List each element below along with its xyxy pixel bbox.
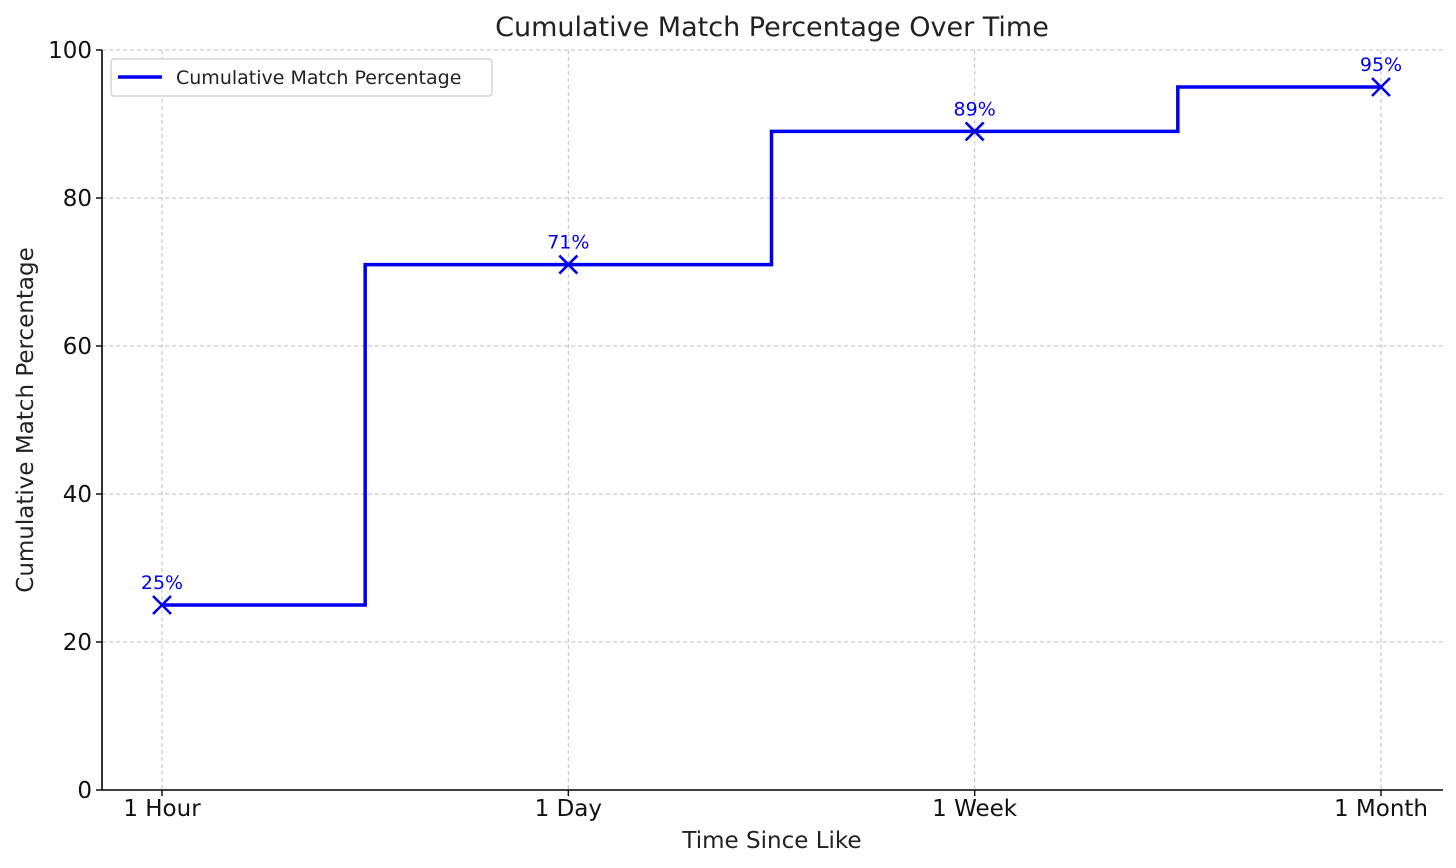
marker-stroke [152, 595, 172, 615]
series: 25% 71% 89% 95% [141, 54, 1402, 615]
legend-box [110, 58, 493, 97]
data-point-marker [152, 595, 172, 615]
y-axis-label: Cumulative Match Percentage [13, 247, 39, 592]
grid [102, 49, 1443, 791]
marker-stroke [1371, 77, 1391, 97]
y-tick-label: 60 [63, 334, 92, 360]
y-tick-label: 40 [63, 482, 92, 508]
chart-title: Cumulative Match Percentage Over Time [495, 12, 1049, 43]
x-tick-label: 1 Month [1334, 796, 1428, 822]
x-tick-label: 1 Week [932, 796, 1018, 822]
data-point-marker [1371, 77, 1391, 97]
marker-stroke [964, 121, 985, 142]
legend: Cumulative Match Percentage [110, 58, 493, 97]
marker-stroke [558, 254, 579, 275]
y-tick-label: 0 [77, 778, 92, 804]
y-tick-label: 80 [63, 186, 92, 212]
y-tick-label: 100 [48, 38, 92, 64]
data-label: 89% [954, 98, 996, 120]
data-point-marker [558, 254, 579, 275]
legend-label: Cumulative Match Percentage [176, 67, 461, 89]
data-label: 25% [141, 572, 183, 594]
x-tick-label: 1 Hour [123, 796, 201, 822]
data-label: 71% [547, 232, 589, 254]
data-label: 95% [1360, 54, 1402, 76]
series-line [162, 85, 1381, 607]
y-tick-label: 20 [63, 630, 92, 656]
data-point-marker [964, 121, 985, 142]
x-tick-label: 1 Day [535, 796, 602, 822]
x-axis-label: Time Since Like [681, 828, 861, 854]
axes: 0 20 40 60 80 100 1 Hour 1 Day 1 Week 1 Month [48, 38, 1443, 822]
